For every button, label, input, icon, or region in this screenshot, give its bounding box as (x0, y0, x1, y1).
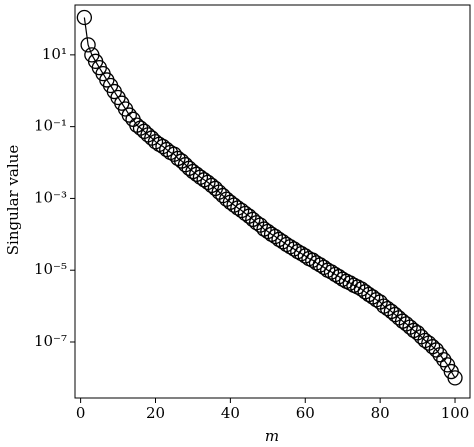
data-point (282, 239, 298, 255)
data-point (428, 342, 444, 358)
y-axis-label: Singular value (4, 145, 22, 256)
data-point (192, 169, 209, 185)
data-point (121, 107, 137, 123)
y-tick-label: 10¹ (42, 45, 67, 63)
data-point (361, 286, 377, 303)
data-point (275, 234, 291, 250)
data-point (357, 284, 373, 300)
y-tick-label: 10⁻⁵ (34, 260, 67, 278)
data-point (436, 352, 452, 368)
x-tick-label: 40 (221, 404, 240, 422)
data-point (147, 134, 164, 150)
data-point (80, 37, 96, 53)
y-tick-label: 10⁻⁷ (34, 332, 67, 350)
data-point (293, 245, 310, 262)
x-axis-label: m (265, 427, 279, 445)
data-point (350, 279, 366, 295)
data-point (308, 255, 325, 271)
y-tick-label: 10⁻³ (34, 188, 67, 206)
data-point (260, 223, 276, 240)
data-point (432, 347, 448, 363)
x-tick-label: 60 (296, 404, 315, 422)
data-point (286, 241, 302, 257)
x-tick-label: 0 (76, 404, 86, 422)
data-point (447, 370, 463, 386)
data-point (256, 221, 272, 237)
data-point (226, 197, 242, 213)
x-tick-label: 100 (441, 404, 470, 422)
data-point (290, 243, 306, 260)
data-point (76, 9, 93, 26)
data-point (323, 264, 340, 280)
data-point (151, 136, 167, 153)
data-point (305, 252, 321, 268)
data-point (327, 266, 343, 283)
data-point (316, 259, 332, 276)
data-point (159, 141, 175, 158)
data-point (297, 248, 313, 264)
data-point (376, 298, 392, 314)
data-point (267, 228, 283, 245)
data-point (312, 257, 328, 273)
data-point (278, 236, 295, 253)
y-tick-label: 10⁻¹ (34, 117, 67, 135)
plot-frame (74, 4, 471, 399)
x-tick-label: 80 (371, 404, 390, 422)
data-point (365, 289, 381, 305)
data-point (271, 231, 287, 248)
x-tick-label: 20 (146, 404, 165, 422)
data-point (263, 226, 280, 242)
